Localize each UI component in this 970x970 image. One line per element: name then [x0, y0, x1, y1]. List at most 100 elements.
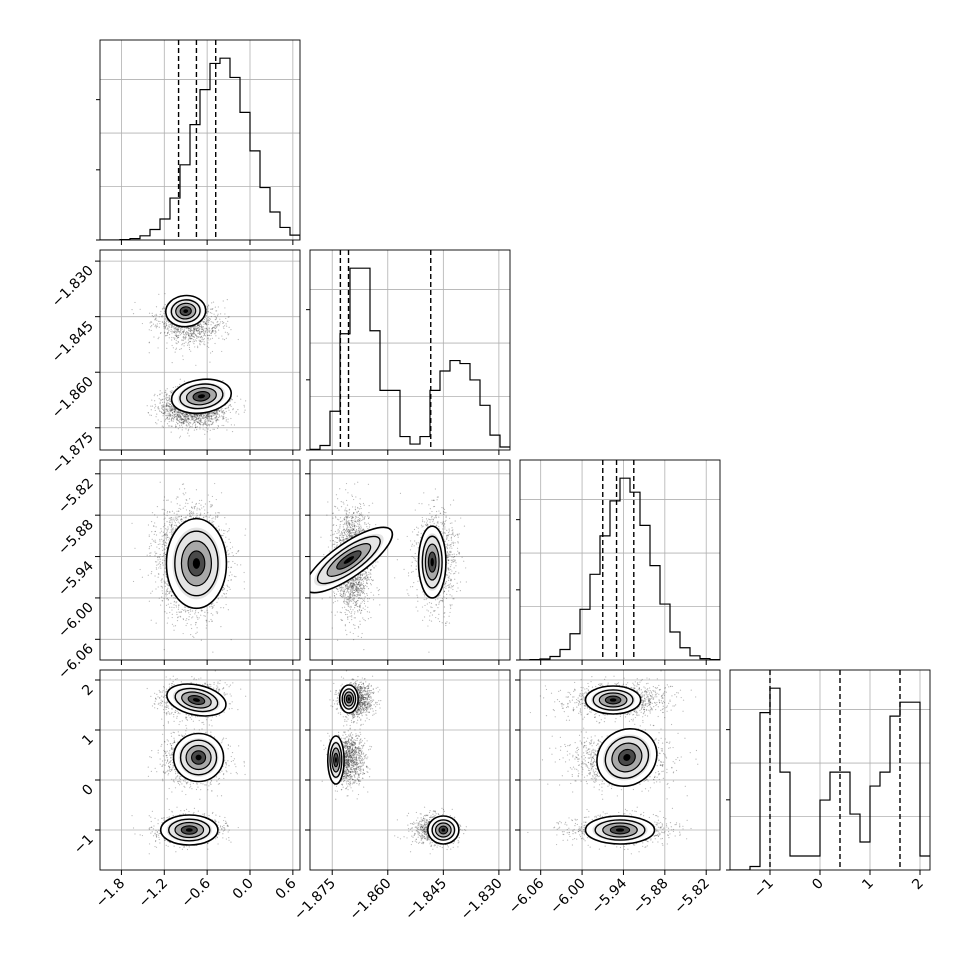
sample-point — [171, 414, 173, 416]
sample-point — [166, 598, 168, 600]
sample-point — [176, 611, 178, 613]
sample-point — [165, 394, 167, 396]
sample-point — [166, 409, 168, 411]
sample-point — [163, 411, 165, 413]
sample-point — [165, 406, 167, 408]
sample-point — [220, 409, 222, 411]
sample-point — [183, 419, 186, 421]
sample-point — [204, 335, 207, 337]
sample-point — [195, 621, 197, 624]
sample-point — [163, 405, 165, 408]
sample-point — [167, 599, 169, 601]
sample-point — [215, 611, 217, 613]
sample-point — [180, 419, 182, 421]
sample-point — [181, 429, 183, 431]
sample-point — [186, 414, 188, 416]
sample-point — [180, 611, 182, 613]
sample-point — [164, 411, 166, 414]
sample-point — [169, 425, 171, 427]
sample-point — [201, 415, 203, 418]
sample-point — [165, 404, 167, 407]
sample-point — [173, 410, 176, 413]
sample-point — [168, 418, 171, 420]
sample-point — [157, 338, 159, 340]
sample-point — [199, 341, 201, 343]
sample-point — [178, 507, 180, 510]
sample-point — [196, 616, 198, 619]
sample-point — [211, 423, 213, 426]
sample-point — [193, 327, 195, 330]
sample-point — [210, 332, 212, 335]
sample-point — [172, 420, 174, 422]
sample-point — [180, 327, 182, 329]
sample-point — [209, 352, 212, 354]
sample-point — [179, 334, 182, 336]
sample-point — [176, 419, 178, 421]
sample-point — [199, 509, 201, 511]
sample-point — [176, 343, 178, 345]
sample-point — [166, 409, 168, 411]
sample-point — [204, 422, 206, 424]
sample-point — [227, 406, 229, 408]
sample-point — [159, 322, 161, 325]
sample-point — [207, 415, 209, 417]
sample-point — [194, 417, 196, 419]
sample-point — [202, 335, 205, 337]
sample-point — [211, 505, 213, 507]
sample-point — [185, 416, 188, 418]
sample-point — [171, 409, 173, 411]
sample-point — [176, 525, 178, 528]
sample-point — [195, 624, 197, 626]
sample-point — [185, 516, 187, 518]
sample-point — [205, 415, 208, 417]
sample-point — [184, 416, 186, 418]
sample-point — [209, 318, 212, 320]
sample-point — [197, 326, 200, 329]
sample-point — [166, 408, 168, 410]
sample-point — [177, 329, 179, 331]
sample-point — [219, 321, 222, 323]
sample-point — [213, 313, 215, 315]
sample-point — [207, 334, 209, 337]
sample-point — [215, 420, 217, 422]
sample-point — [163, 307, 165, 309]
sample-point — [176, 414, 178, 416]
sample-point — [206, 320, 208, 323]
sample-point — [207, 311, 209, 313]
sample-point — [200, 514, 202, 516]
sample-point — [151, 315, 153, 317]
sample-point — [162, 408, 164, 410]
sample-point — [207, 412, 209, 414]
sample-point — [200, 418, 202, 420]
sample-point — [194, 339, 196, 341]
sample-point — [185, 517, 187, 519]
sample-point — [162, 398, 164, 400]
sample-point — [227, 418, 229, 420]
sample-point — [205, 327, 208, 330]
sample-point — [216, 325, 218, 328]
sample-point — [229, 541, 231, 544]
sample-point — [209, 412, 211, 414]
sample-point — [165, 324, 168, 327]
sample-point — [213, 326, 215, 328]
sample-point — [187, 414, 189, 417]
sample-point — [190, 327, 192, 329]
sample-point — [212, 411, 214, 414]
sample-point — [215, 414, 217, 416]
sample-point — [215, 411, 218, 413]
sample-point — [172, 406, 174, 408]
sample-point — [210, 415, 212, 417]
sample-point — [193, 325, 195, 328]
sample-point — [217, 413, 219, 415]
sample-point — [192, 422, 194, 425]
sample-point — [171, 595, 173, 597]
sample-point — [194, 426, 197, 428]
sample-point — [195, 414, 197, 416]
sample-point — [188, 421, 191, 423]
sample-point — [217, 410, 219, 412]
sample-point — [179, 418, 181, 421]
sample-point — [203, 516, 205, 518]
sample-point — [187, 416, 189, 418]
sample-point — [166, 589, 168, 591]
sample-point — [171, 409, 173, 411]
